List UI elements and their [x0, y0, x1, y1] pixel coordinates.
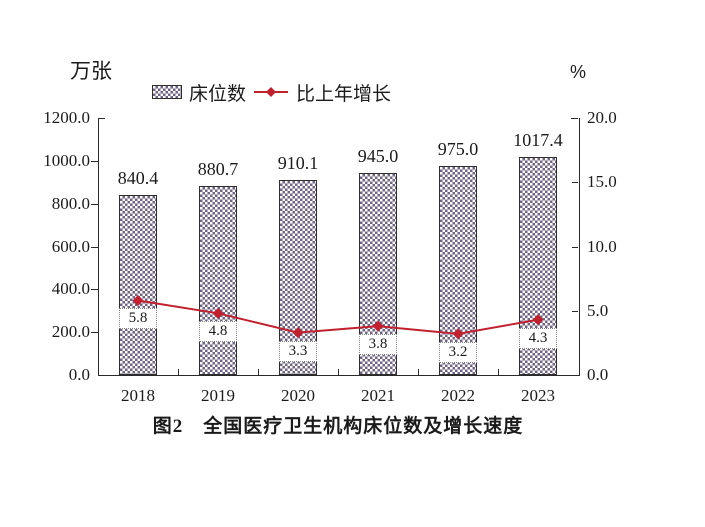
left-axis-tick-label: 400.0 — [51, 279, 90, 299]
bar-value-label: 910.1 — [277, 153, 319, 174]
bar-value-label: 945.0 — [357, 145, 399, 166]
x-axis-label: 2021 — [361, 386, 395, 405]
x-axis-label: 2020 — [281, 386, 315, 405]
right-axis-tick — [572, 310, 578, 312]
growth-value-badge: 3.2 — [439, 341, 477, 363]
right-axis-tick-label: 20.0 — [587, 108, 617, 127]
left-axis-top-tick — [98, 118, 105, 119]
left-axis-tick — [91, 289, 98, 291]
x-axis-label: 2022 — [441, 386, 475, 405]
x-axis-tick — [338, 369, 339, 375]
plot-area — [98, 118, 580, 376]
bar-value-label: 880.7 — [197, 159, 239, 180]
left-axis-tick-label: 1000.0 — [43, 150, 90, 170]
bar-series-swatch-icon — [152, 85, 182, 99]
right-axis-tick — [572, 182, 578, 184]
x-axis-tick — [178, 369, 179, 375]
right-axis-tick-label: 15.0 — [587, 172, 617, 192]
growth-value-badge: 3.8 — [359, 334, 397, 356]
line-series-legend-label: 比上年增长 — [296, 83, 392, 105]
x-axis-tick — [498, 369, 499, 375]
chart-caption: 图2 全国医疗卫生机构床位数及增长速度 — [152, 416, 524, 437]
right-axis-tick-label: 10.0 — [587, 236, 617, 256]
bar-series-legend-label: 床位数 — [189, 83, 247, 105]
legend-diamond-marker — [266, 87, 277, 97]
x-axis-tick — [418, 369, 419, 375]
right-axis-top-tick — [571, 118, 578, 119]
x-axis-tick — [258, 369, 259, 375]
left-axis-tick — [91, 203, 98, 205]
line-series-swatch-icon — [254, 87, 289, 97]
bar-value-label: 975.0 — [437, 139, 479, 160]
left-axis-tick-label: 1200.0 — [43, 108, 90, 127]
bar — [199, 186, 237, 375]
bar-value-label: 1017.4 — [513, 130, 563, 151]
right-axis-tick — [572, 246, 578, 248]
left-axis-tick — [91, 246, 98, 248]
left-axis-tick-label: 0.0 — [68, 365, 90, 384]
growth-value-badge: 4.8 — [199, 321, 237, 343]
bar — [439, 166, 477, 375]
left-axis-tick-label: 200.0 — [51, 322, 90, 342]
growth-value-badge: 5.8 — [119, 308, 157, 330]
bar — [119, 195, 157, 375]
x-axis-label: 2019 — [201, 386, 235, 405]
left-axis-unit-label: 万张 — [70, 60, 112, 83]
left-axis-tick — [91, 160, 98, 162]
bar-value-label: 840.4 — [117, 168, 159, 188]
x-axis-label: 2018 — [121, 386, 155, 405]
left-axis-tick-label: 600.0 — [51, 236, 90, 256]
right-axis-tick-label: 5.0 — [587, 300, 609, 320]
left-axis-tick — [91, 332, 98, 334]
left-axis-tick-label: 800.0 — [51, 193, 90, 213]
x-axis-label: 2023 — [521, 386, 555, 405]
right-axis-unit-label: % — [570, 62, 587, 82]
growth-value-badge: 3.3 — [279, 340, 317, 362]
growth-value-badge: 4.3 — [519, 327, 557, 349]
legend: 床位数 比上年增长 — [152, 80, 392, 105]
right-axis-tick-label: 0.0 — [587, 365, 609, 384]
